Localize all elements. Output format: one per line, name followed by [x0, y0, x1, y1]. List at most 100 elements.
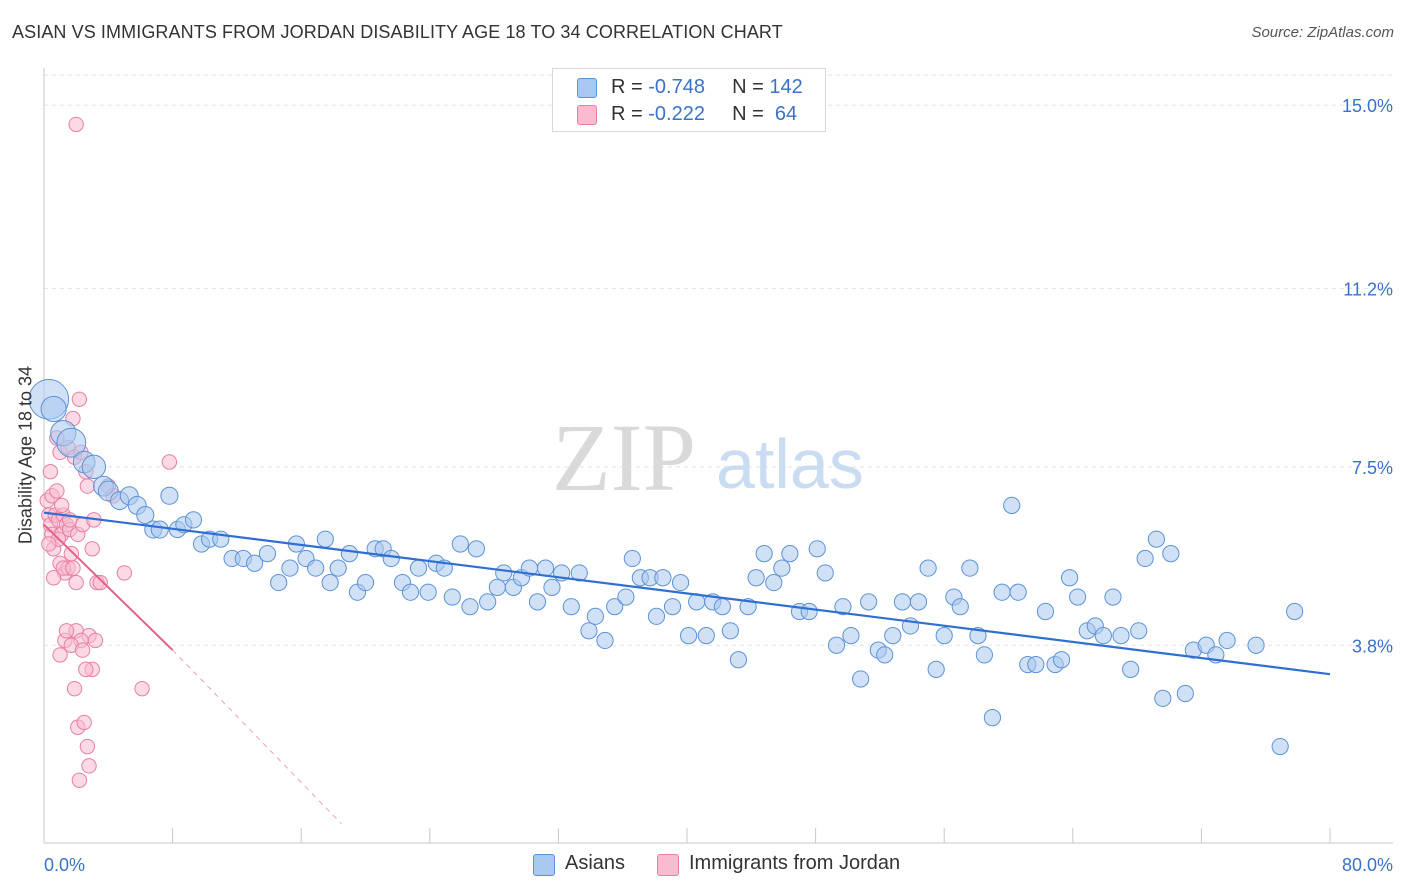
asian-point	[729, 651, 748, 669]
asian-point	[884, 627, 902, 645]
watermark-atlas: atlas	[716, 425, 864, 503]
legend-n-label: N =	[732, 103, 770, 125]
asian-point	[1136, 549, 1154, 568]
y-axis-label: Disability Age 18 to 34	[15, 365, 36, 545]
asian-point	[536, 559, 555, 577]
asian-point	[1060, 569, 1079, 587]
asian-point	[495, 564, 513, 582]
bottom-legend-label-asians: Asians	[565, 852, 626, 874]
asian-point	[1003, 496, 1021, 515]
jordan-point	[49, 483, 65, 499]
asian-point	[1247, 636, 1265, 654]
legend-r-label: R =	[611, 103, 649, 125]
jordan-point	[71, 391, 88, 408]
legend-r-label: R =	[611, 76, 649, 98]
jordan-point	[63, 545, 80, 562]
jordan-point	[79, 478, 96, 494]
jordan-point	[87, 632, 104, 649]
asian-point	[1122, 660, 1140, 678]
asian-point	[663, 598, 682, 616]
asian-point	[570, 564, 588, 582]
jordan-point	[58, 623, 75, 639]
y-tick-label: 7.5%	[1352, 458, 1393, 478]
asian-points	[28, 379, 1304, 756]
jordan-points	[39, 116, 178, 789]
asian-point	[258, 545, 277, 563]
asian-point	[755, 545, 773, 563]
asian-point	[596, 631, 614, 650]
asian-point	[528, 593, 547, 611]
asian-point	[721, 622, 740, 640]
asian-point	[834, 598, 852, 616]
asian-point	[1130, 622, 1148, 640]
asian-point	[993, 583, 1011, 601]
asian-point	[842, 627, 860, 645]
asian-point	[409, 559, 428, 577]
asian-point	[356, 573, 375, 592]
watermark-zip: ZIP	[552, 404, 696, 511]
asian-point	[461, 598, 479, 616]
asian-point	[1271, 737, 1289, 756]
asian-point	[40, 395, 67, 423]
asian-point	[586, 607, 604, 625]
asian-point	[927, 660, 945, 678]
asian-point	[808, 540, 826, 558]
asian-point	[281, 559, 299, 577]
jordan-point	[65, 560, 81, 576]
y-tick-label: 15.0%	[1342, 96, 1393, 116]
jordan-trend-line	[43, 523, 174, 651]
asian-point	[184, 511, 203, 529]
asian-point	[1218, 631, 1236, 650]
legend-n-value: 142	[769, 76, 803, 98]
asian-point	[1147, 530, 1165, 548]
legend-n-label: N =	[732, 76, 770, 98]
jordan-point	[161, 454, 178, 470]
asian-point	[747, 569, 765, 587]
asian-point	[800, 602, 818, 621]
asian-point	[479, 593, 497, 611]
jordan-point	[68, 574, 84, 591]
asian-point	[329, 559, 347, 577]
jordan-point	[45, 570, 62, 586]
asian-point	[56, 427, 87, 458]
asian-point	[1176, 684, 1194, 703]
jordan-point	[92, 574, 108, 591]
asian-point	[160, 486, 179, 505]
asian-point	[1052, 651, 1071, 669]
jordan-point	[134, 680, 150, 697]
asian-point	[307, 559, 325, 577]
asian-point	[860, 593, 878, 611]
y-tick-label: 3.8%	[1352, 636, 1393, 656]
asian-point	[562, 598, 580, 616]
asian-trend-line	[43, 511, 1331, 676]
asian-point	[316, 530, 334, 548]
asian-point	[654, 569, 672, 587]
jordan-point	[76, 714, 92, 731]
y-tick-labels: 3.8% 7.5% 11.2% 15.0%	[1342, 96, 1393, 656]
source-label: Source: ZipAtlas.com	[1251, 24, 1394, 41]
axes	[43, 68, 1393, 844]
jordan-point	[116, 565, 133, 581]
legend-r-value: -0.222	[648, 103, 705, 125]
asian-point	[961, 559, 979, 577]
legend-r-value: -0.748	[648, 76, 705, 98]
jordan-point	[66, 680, 83, 697]
asian-point	[1069, 588, 1087, 606]
jordan-point	[74, 642, 91, 658]
asian-point	[765, 573, 783, 592]
asian-point	[876, 646, 894, 664]
asian-point	[647, 607, 666, 625]
asian-point	[382, 549, 400, 568]
trend-lines	[43, 511, 1331, 825]
asian-point	[935, 627, 953, 645]
asian-point	[827, 636, 846, 654]
asian-point	[150, 520, 169, 539]
asian-point	[1112, 627, 1130, 645]
asian-point	[1154, 689, 1172, 707]
legend-n-value: 64	[769, 103, 798, 125]
jordan-point	[68, 116, 84, 133]
jordan-point	[79, 738, 96, 755]
asian-point	[697, 627, 715, 645]
asian-point	[467, 540, 486, 558]
